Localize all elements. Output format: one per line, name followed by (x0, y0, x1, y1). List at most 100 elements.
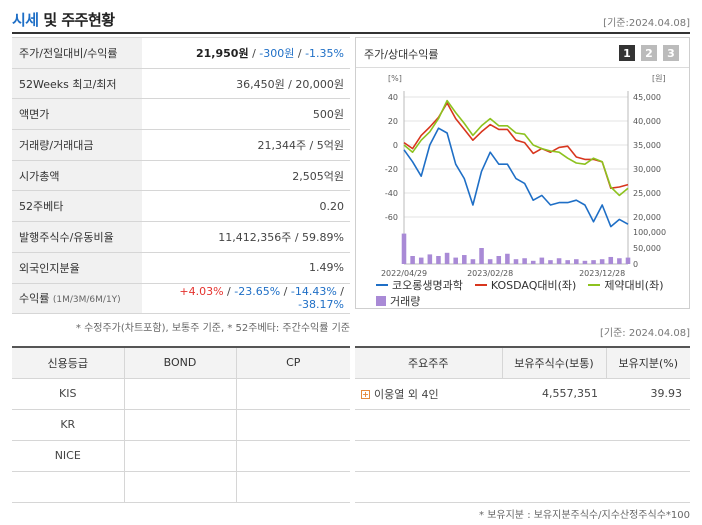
legend-volume: 거래량 (376, 293, 420, 309)
stats-footnote: * 수정주가(차트포함), 보통주 기준, * 52주베타: 주간수익률 기준 (75, 323, 350, 334)
x-tick-label: 2023/12/28 (579, 269, 625, 277)
stat-label: 외국인지분율 (12, 252, 142, 284)
column-header: 주요주주 (355, 346, 502, 379)
return-6m: -14.43% (290, 285, 337, 299)
owner-base-date: [기준: 2024.04.08] (599, 328, 690, 339)
x-tick-label: 2023/02/28 (467, 269, 513, 277)
price-change: -300원 (259, 46, 295, 60)
stat-row-par: 액면가 500원 (12, 98, 350, 131)
legend-pharma: 제약대비(좌) (588, 277, 664, 293)
pharma-series-line (403, 99, 629, 197)
volume-bar (582, 260, 588, 264)
right-tick-label: 20,000 (633, 213, 661, 222)
stat-label: 주가/전일대비/수익률 (12, 37, 142, 69)
stat-value: 11,412,356주 / 59.89% (142, 221, 350, 253)
volume-bar (513, 259, 519, 264)
table-row: NICE (12, 440, 350, 472)
stat-value: 21,344주 / 5억원 (142, 129, 350, 161)
volume-bar (608, 256, 614, 264)
section-title: 시세 및 주주현황 (12, 11, 115, 29)
chart-page-3-button[interactable]: 3 (663, 45, 679, 61)
chart-title: 주가/상대수익률 (364, 48, 439, 61)
kosdaq-series-line (403, 102, 629, 189)
volume-bar (410, 256, 415, 264)
return-1m: +4.03% (179, 285, 224, 299)
column-header: 보유지분(%) (605, 346, 690, 379)
volume-bar (479, 248, 484, 264)
left-tick-label: -40 (385, 189, 398, 198)
right-tick-label: 30,000 (633, 165, 661, 174)
section-header: 시세 및 주주현황 [기준:2024.04.08] (12, 6, 690, 34)
table-row: KR (12, 409, 350, 441)
volume-bar (453, 257, 458, 264)
stat-row-mcap: 시가총액 2,505억원 (12, 160, 350, 192)
stat-label: 52Weeks 최고/최저 (12, 68, 142, 100)
right-tick-label: 45,000 (633, 93, 661, 102)
left-tick-label: 0 (393, 141, 398, 150)
volume-bar (565, 260, 570, 264)
holder-ratio: 39.93 (606, 378, 690, 410)
holder-name[interactable]: 이웅열 외 4인 (374, 387, 439, 401)
volume-bar (522, 258, 527, 264)
stat-label: 액면가 (12, 98, 142, 131)
stat-row-shares: 발행주식수/유동비율 11,412,356주 / 59.89% (12, 221, 350, 253)
volume-bar (487, 259, 493, 264)
volume-tick-label: 50,000 (633, 244, 661, 253)
volume-bar (427, 254, 433, 264)
stat-row-volume: 거래량/거래대금 21,344주 / 5억원 (12, 129, 350, 161)
volume-bar (591, 260, 596, 264)
stat-row-foreign: 외국인지분율 1.49% (12, 252, 350, 284)
stat-label: 발행주식수/유동비율 (12, 221, 142, 253)
price-chart-svg: [%] [원] 40 20 0 -20 -40 -60 45,000 40,000 35,000 30… (381, 74, 666, 277)
column-header: 보유주식수(보통) (501, 346, 606, 379)
right-tick-label: 25,000 (633, 189, 661, 198)
table-row: + 이웅열 외 4인 4,557,351 39.93 (355, 378, 690, 410)
chart-header: 주가/상대수익률 1 2 3 (356, 38, 689, 68)
price-stats-table: 주가/전일대비/수익률 21,950원 / -300원 / -1.35% 52W… (12, 37, 350, 315)
left-tick-label: -20 (385, 165, 398, 174)
table-row (355, 409, 690, 441)
stat-value: 2,505억원 (142, 160, 350, 192)
volume-bar (530, 260, 536, 264)
rating-agency: KR (12, 409, 124, 441)
chart-page-1-button[interactable]: 1 (619, 45, 635, 61)
volume-bar (574, 259, 579, 264)
stat-value: 1.49% (142, 252, 350, 284)
table-row: KIS (12, 378, 350, 410)
left-tick-label: -60 (385, 213, 398, 222)
volume-bar (496, 256, 502, 264)
column-header: CP (235, 346, 350, 379)
stat-label: 거래량/거래대금 (12, 129, 142, 161)
legend-kosdaq-swatch (474, 284, 487, 286)
holder-shares: 4,557,351 (502, 378, 606, 410)
price-chart-panel: 주가/상대수익률 1 2 3 [%] [원] 40 20 0 -20 -40 -60 45,00… (355, 37, 690, 309)
volume-tick-label: 100,000 (633, 228, 666, 237)
x-tick-label: 2022/04/29 (381, 269, 427, 277)
rating-agency: KIS (12, 378, 124, 410)
price-series-line (403, 127, 629, 228)
legend-price-swatch (376, 284, 388, 286)
left-tick-label: 40 (388, 93, 398, 102)
volume-bar (470, 259, 476, 264)
table-row (12, 471, 350, 503)
volume-bar (548, 260, 553, 264)
stat-value: 0.20 (142, 190, 350, 223)
shareholder-footnote: * 보유지분 : 보유지분주식수/지수산정주식수*100 (479, 510, 690, 521)
left-tick-label: 20 (388, 117, 398, 126)
base-date: [기준:2024.04.08] (603, 18, 690, 29)
stat-row-52week: 52Weeks 최고/최저 36,450원 / 20,000원 (12, 68, 350, 100)
volume-bar (436, 256, 441, 264)
stat-row-return: 수익률 (1M/3M/6M/1Y) +4.03% / -23.65% / -14… (12, 283, 350, 315)
column-header: BOND (123, 346, 236, 379)
chart-page-2-button[interactable]: 2 (641, 45, 657, 61)
legend-kosdaq: KOSDAQ대비(좌) (474, 277, 576, 293)
table-row (355, 471, 690, 503)
rating-agency: NICE (12, 440, 124, 472)
expand-plus-icon[interactable]: + (361, 390, 370, 399)
volume-bar (625, 257, 631, 264)
stat-row-beta: 52주베타 0.20 (12, 190, 350, 223)
legend-pharma-swatch (588, 284, 601, 286)
stat-value: 36,450원 / 20,000원 (142, 68, 350, 100)
volume-bar (462, 255, 467, 264)
credit-rating-table: 신용등급 BOND CP KIS KR NICE (12, 346, 350, 503)
